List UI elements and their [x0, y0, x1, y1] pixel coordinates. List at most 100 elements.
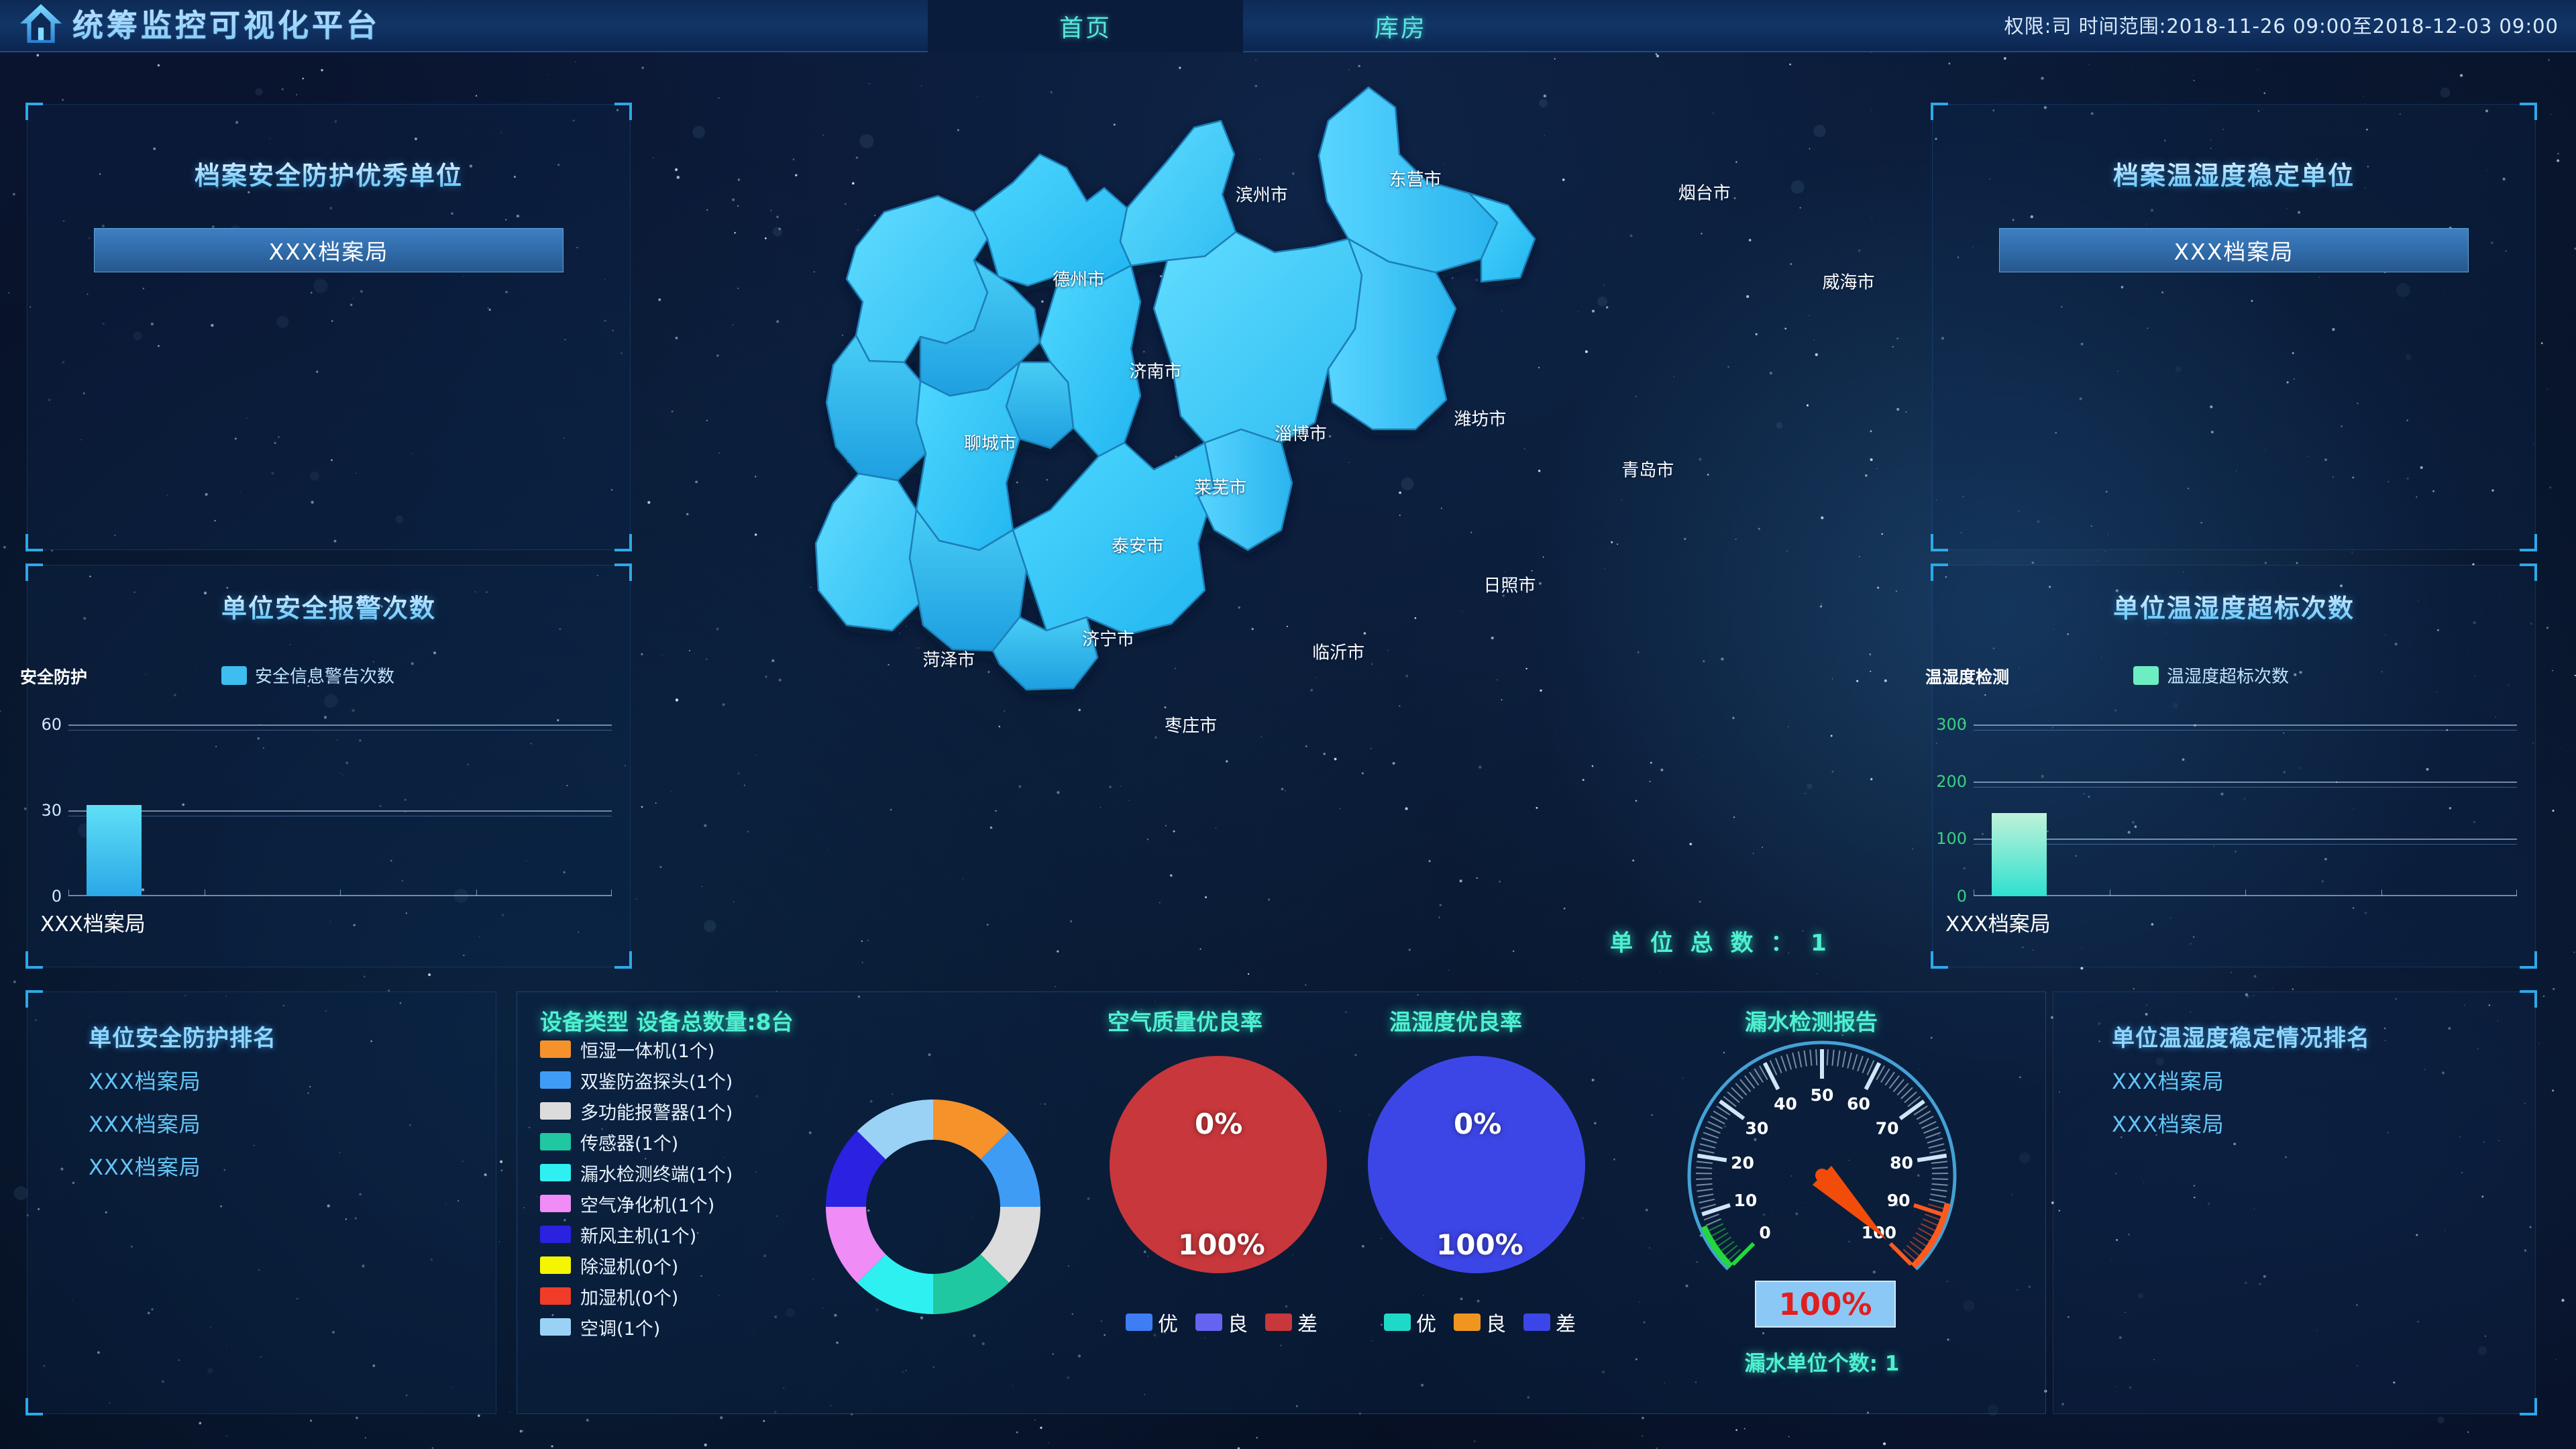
- map-city-label[interactable]: 聊城市: [963, 433, 1017, 454]
- device-legend-item[interactable]: 空调(1个): [540, 1314, 733, 1340]
- device-legend-item[interactable]: 传感器(1个): [540, 1129, 733, 1155]
- humidity-exceed-plot: 300 200 100 0: [1936, 715, 2517, 906]
- map-city-label[interactable]: 东营市: [1389, 170, 1442, 191]
- device-legend-swatch: [540, 1256, 571, 1274]
- device-type-title: 设备类型 设备总数量:8台: [540, 1009, 794, 1035]
- map-city-label[interactable]: 济宁市: [1081, 629, 1135, 650]
- ranking-list: XXX档案局 XXX档案局 XXX档案局: [89, 1065, 276, 1181]
- corner-bracket-icon: [1931, 534, 1948, 551]
- device-legend-item[interactable]: 除湿机(0个): [540, 1252, 733, 1278]
- bar-humidity-exceed[interactable]: [1992, 813, 2047, 896]
- brand: 统筹监控可视化平台: [19, 1, 380, 46]
- device-legend-swatch: [540, 1040, 571, 1058]
- device-legend-item[interactable]: 漏水检测终端(1个): [540, 1160, 733, 1185]
- device-legend-label: 空调(1个): [580, 1318, 661, 1340]
- humidity-quality-title: 温湿度优良率: [1389, 1009, 1522, 1035]
- device-legend-item[interactable]: 多功能报警器(1个): [540, 1098, 733, 1124]
- device-legend-swatch: [540, 1133, 571, 1150]
- map-city-label[interactable]: 威海市: [1822, 272, 1875, 293]
- device-legend-label: 空气净化机(1个): [580, 1195, 715, 1216]
- corner-bracket-icon: [1931, 951, 1948, 969]
- header-meta-info: 权限:司 时间范围:2018-11-26 09:00至2018-12-03 09…: [2004, 15, 2559, 38]
- pie-legend-swatch: [1265, 1313, 1292, 1331]
- humidity-quality-pie[interactable]: [1366, 1054, 1587, 1275]
- map-city-label[interactable]: 菏泽市: [922, 650, 975, 671]
- shandong-map[interactable]: 滨州市 东营市烟台市德州市 威海市济南市淄博市 潍坊市聊城市莱芜市 青岛市泰安市菏泽市 济…: [724, 80, 1905, 973]
- svg-text:0: 0: [1759, 1223, 1770, 1242]
- map-city-label[interactable]: 枣庄市: [1165, 716, 1218, 737]
- device-type-legend[interactable]: 恒湿一体机(1个) 双鉴防盗探头(1个) 多功能报警器(1个) 传感器(1个) 漏水检测…: [540, 1036, 733, 1345]
- ranking-item[interactable]: XXX档案局: [89, 1155, 201, 1180]
- ranking-title: 单位安全防护排名: [89, 1025, 276, 1052]
- pie-legend-item[interactable]: 差: [1265, 1307, 1318, 1337]
- panel-excellent-security-unit: 档案安全防护优秀单位 XXX档案局: [25, 103, 632, 551]
- device-legend-item[interactable]: 新风主机(1个): [540, 1222, 733, 1247]
- stable-unit-chip[interactable]: XXX档案局: [1999, 228, 2469, 272]
- chart-axis-tag: 温湿度检测: [1925, 667, 2010, 687]
- pie-legend-item[interactable]: 优: [1126, 1307, 1178, 1337]
- device-legend-swatch: [540, 1102, 571, 1120]
- ranking-item[interactable]: XXX档案局: [2112, 1112, 2224, 1137]
- corner-bracket-icon: [1931, 103, 1948, 120]
- tab-storehouse[interactable]: 库房: [1243, 0, 1558, 52]
- pie-legend-label: 差: [1556, 1313, 1576, 1336]
- device-legend-item[interactable]: 空气净化机(1个): [540, 1191, 733, 1216]
- map-city-label[interactable]: 泰安市: [1111, 536, 1165, 557]
- panel-background: [27, 565, 631, 967]
- y-tick: 0: [51, 887, 62, 906]
- chart-legend[interactable]: 温湿度超标次数: [2133, 663, 2289, 688]
- y-tick: 100: [1936, 829, 1967, 849]
- map-city-label[interactable]: 烟台市: [1678, 183, 1731, 204]
- chart-axis-tag: 安全防护: [20, 667, 88, 687]
- pie-legend-item[interactable]: 良: [1195, 1307, 1248, 1337]
- map-city-label[interactable]: 莱芜市: [1194, 478, 1247, 498]
- device-legend-label: 除湿机(0个): [580, 1256, 679, 1278]
- corner-bracket-icon: [25, 990, 43, 1008]
- y-tick: 30: [41, 801, 62, 820]
- map-city-label[interactable]: 德州市: [1052, 270, 1106, 290]
- air-quality-pie[interactable]: [1108, 1054, 1329, 1275]
- chart-legend[interactable]: 安全信息警告次数: [221, 663, 394, 688]
- device-legend-item[interactable]: 双鉴防盗探头(1个): [540, 1067, 733, 1093]
- device-legend-swatch: [540, 1071, 571, 1089]
- device-donut-chart[interactable]: [799, 1073, 1067, 1341]
- svg-text:60: 60: [1847, 1094, 1870, 1114]
- map-city-label[interactable]: 潍坊市: [1454, 409, 1507, 430]
- excellent-unit-label: XXX档案局: [268, 239, 389, 265]
- device-legend-item[interactable]: 恒湿一体机(1个): [540, 1036, 733, 1062]
- ranking-item[interactable]: XXX档案局: [89, 1069, 201, 1094]
- bar-security-alarm[interactable]: [87, 804, 142, 896]
- device-legend-item[interactable]: 加湿机(0个): [540, 1283, 733, 1309]
- map-city-label[interactable]: 日照市: [1483, 576, 1536, 596]
- excellent-unit-chip[interactable]: XXX档案局: [94, 228, 564, 272]
- pie-legend-item[interactable]: 良: [1454, 1307, 1506, 1337]
- map-city-label[interactable]: 青岛市: [1621, 460, 1674, 481]
- tab-home[interactable]: 首页: [928, 0, 1243, 52]
- humidity-quality-legend[interactable]: 优良 差: [1366, 1307, 1594, 1337]
- house-icon: [20, 4, 62, 43]
- map-city-label[interactable]: 济南市: [1129, 362, 1182, 382]
- device-legend-label: 恒湿一体机(1个): [580, 1040, 715, 1062]
- panel-device-overview: 设备类型 设备总数量:8台 恒湿一体机(1个) 双鉴防盗探头(1个) 多功能报警器(…: [517, 991, 2046, 1414]
- map-city-label[interactable]: 滨州市: [1235, 185, 1288, 206]
- corner-bracket-icon: [614, 534, 632, 551]
- map-city-label[interactable]: 临沂市: [1312, 643, 1365, 663]
- ranking-item[interactable]: XXX档案局: [2112, 1069, 2224, 1094]
- corner-bracket-icon: [25, 951, 43, 969]
- pie-legend-swatch: [1195, 1313, 1222, 1331]
- device-legend-label: 双鉴防盗探头(1个): [580, 1071, 733, 1093]
- pie-legend-item[interactable]: 优: [1384, 1307, 1436, 1337]
- pie-legend-label: 良: [1228, 1313, 1248, 1336]
- device-legend-swatch: [540, 1318, 571, 1336]
- air-quality-legend[interactable]: 优 良差: [1108, 1307, 1336, 1337]
- device-legend-swatch: [540, 1195, 571, 1212]
- chart-title-security-alarm: 单位安全报警次数: [27, 588, 631, 625]
- device-legend-label: 传感器(1个): [580, 1133, 679, 1155]
- ranking-item[interactable]: XXX档案局: [89, 1112, 201, 1137]
- panel-background: [1932, 104, 2536, 550]
- pie-legend-item[interactable]: 差: [1523, 1307, 1576, 1337]
- map-city-label[interactable]: 淄博市: [1274, 424, 1327, 445]
- corner-bracket-icon: [614, 103, 632, 120]
